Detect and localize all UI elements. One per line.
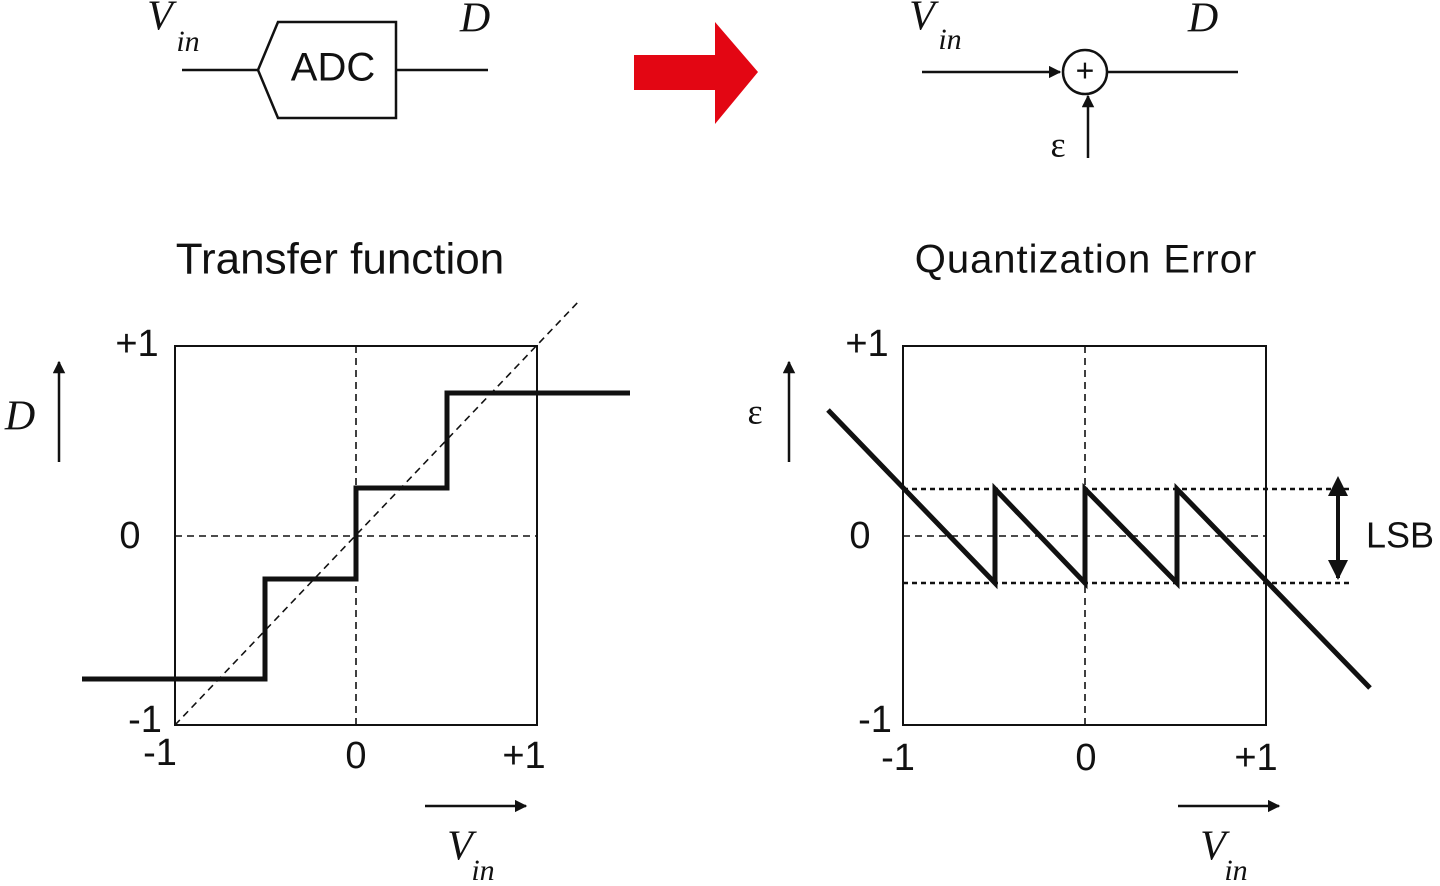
x-tick-label: 0: [1075, 737, 1096, 779]
transform-arrow: [634, 22, 758, 124]
x-tick-label: +1: [1234, 737, 1277, 779]
quantization-error-plot: Quantization Error LSB +1 0 -1 -1 0 +1 ε…: [747, 238, 1434, 886]
y-tick-label: +1: [115, 323, 158, 365]
y-tick-label: -1: [858, 699, 892, 741]
x-axis-symbol: V: [1200, 824, 1230, 870]
input-subscript: in: [938, 23, 961, 56]
summer-sign: +: [1076, 52, 1095, 88]
noise-model: + ε V in D: [909, 0, 1238, 164]
adc-block-diagram: ADC V in D: [147, 0, 490, 120]
x-axis-symbol: V: [447, 824, 477, 870]
x-tick-label: +1: [502, 735, 545, 777]
y-tick-label: -1: [128, 699, 162, 741]
x-axis-subscript: in: [471, 854, 494, 886]
error-label: ε: [1050, 124, 1065, 164]
staircase: [82, 390, 630, 682]
output-label: D: [1187, 0, 1218, 42]
y-axis-label: D: [4, 394, 35, 440]
y-axis-label: ε: [747, 391, 762, 431]
input-symbol: V: [909, 0, 939, 40]
input-subscript: in: [176, 25, 199, 58]
transfer-function-plot: Transfer function +1 0 -1 -1 0 +1 D V in: [4, 235, 630, 886]
y-tick-label: 0: [119, 515, 140, 557]
y-tick-label: 0: [849, 515, 870, 557]
ideal-line: [174, 299, 581, 726]
block-label: ADC: [291, 46, 375, 90]
x-tick-label: 0: [345, 735, 366, 777]
x-axis-subscript: in: [1224, 854, 1247, 886]
x-tick-label: -1: [143, 732, 177, 774]
output-label: D: [459, 0, 490, 42]
plot-title: Quantization Error: [915, 238, 1258, 282]
x-tick-label: -1: [881, 737, 915, 779]
sawtooth: [826, 408, 1372, 690]
lsb-label: LSB: [1366, 515, 1434, 556]
input-symbol: V: [147, 0, 177, 40]
y-tick-label: +1: [845, 323, 888, 365]
plot-title: Transfer function: [176, 235, 505, 284]
